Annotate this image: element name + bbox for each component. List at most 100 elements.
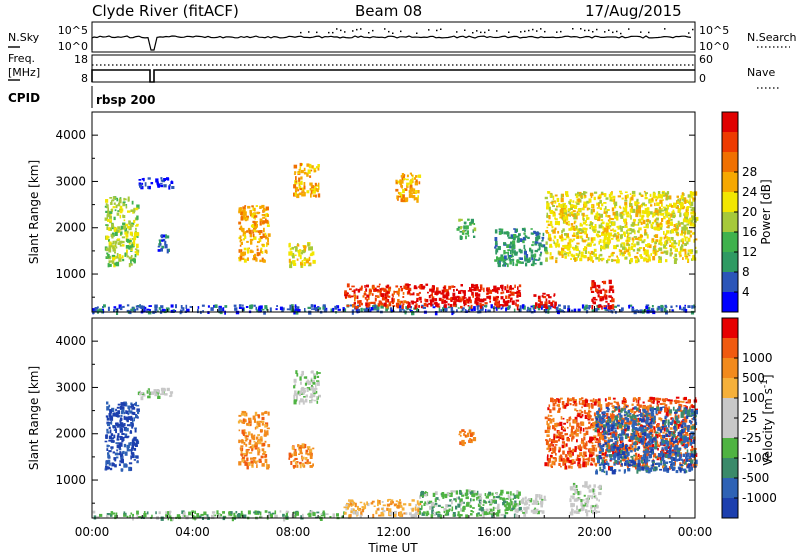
echo-cell [241, 242, 243, 245]
echo-cell [571, 223, 574, 226]
nsearch-point [336, 28, 338, 30]
echo-cell [607, 215, 610, 218]
echo-cell [122, 236, 125, 238]
echo-cell [388, 508, 391, 512]
echo-cell [551, 466, 553, 468]
echo-cell [593, 244, 595, 246]
echo-cell [502, 289, 504, 291]
echo-cell [437, 514, 439, 516]
echo-cell [548, 191, 550, 194]
echo-cell [344, 290, 347, 294]
echo-cell [688, 250, 691, 252]
echo-cell [115, 409, 117, 412]
echo-cell [128, 416, 130, 420]
echo-cell [576, 203, 579, 205]
echo-cell [390, 287, 392, 290]
nsearch-trace [300, 28, 694, 34]
echo-cell [632, 191, 636, 194]
echo-cell [239, 249, 241, 253]
echo-cell [506, 244, 509, 248]
echo-cell [251, 465, 253, 467]
echo-cell [671, 242, 674, 246]
echo-cell [368, 303, 371, 306]
echo-cell [453, 301, 456, 305]
echo-cell [653, 193, 656, 195]
echo-cell [107, 455, 110, 458]
echo-cell [372, 514, 374, 518]
echo-cell [449, 494, 451, 496]
echo-cell [532, 261, 535, 265]
echo-cell [111, 448, 113, 450]
echo-cell [690, 212, 693, 215]
echo-cell [599, 298, 602, 302]
echo-cell [115, 414, 117, 417]
echo-cell [249, 442, 252, 445]
echo-cell [678, 240, 680, 244]
echo-cell [512, 262, 514, 266]
echo-cell [473, 236, 475, 238]
echo-cell [516, 300, 520, 302]
echo-cell [686, 402, 688, 404]
echo-cell [554, 217, 556, 219]
echo-cell [126, 436, 128, 438]
echo-cell [436, 303, 439, 306]
echo-cell [585, 465, 587, 467]
nsearch-point [648, 32, 650, 34]
echo-cell [584, 231, 587, 234]
echo-cell [300, 163, 302, 166]
echo-cell [431, 502, 434, 506]
echo-cell [549, 238, 552, 242]
echo-cell [555, 208, 558, 210]
echo-cell [588, 251, 590, 254]
echo-cell [458, 298, 460, 302]
echo-cell [477, 512, 480, 514]
echo-cell [107, 445, 109, 448]
echo-cell [307, 388, 309, 392]
echo-cell [374, 302, 376, 305]
nsearch-point [596, 29, 598, 31]
echo-cell [311, 185, 313, 188]
echo-cell [398, 288, 400, 291]
echo-cell [598, 440, 601, 442]
echo-cell [531, 254, 534, 257]
echo-cell [684, 197, 686, 199]
echo-cell [493, 286, 496, 290]
echo-cell [553, 213, 556, 216]
echo-cell [610, 192, 613, 196]
echo-cell [258, 306, 262, 309]
nsearch-point [556, 31, 558, 33]
echo-cell [289, 264, 292, 268]
echo-cell [117, 238, 120, 240]
count-tick-top-left: 10^5 [58, 24, 88, 37]
freq-tick-top: 18 [74, 53, 88, 66]
echo-cell [662, 210, 664, 212]
echo-cell [682, 242, 684, 245]
echo-cell [145, 182, 147, 186]
echo-cell [510, 501, 512, 505]
echo-cell [135, 254, 137, 257]
echo-cell [133, 407, 136, 410]
echo-cell [238, 461, 241, 465]
echo-cell [158, 246, 161, 248]
echo-cell [241, 217, 244, 221]
echo-cell [462, 510, 465, 512]
nsearch-point [356, 29, 358, 31]
echo-cell [553, 418, 555, 422]
echo-cell [304, 444, 306, 448]
echo-cell [316, 396, 318, 399]
echo-cell [395, 189, 398, 192]
echo-cell [481, 287, 483, 290]
echo-cell [662, 432, 664, 434]
echo-cell [135, 428, 137, 432]
echo-cell [116, 205, 118, 209]
echo-cell [602, 453, 604, 456]
echo-cell [239, 307, 242, 309]
echo-cell [132, 517, 134, 521]
echo-cell [117, 410, 120, 414]
echo-cell [584, 307, 587, 311]
echo-cell [630, 209, 633, 213]
echo-cell [424, 492, 426, 494]
echo-cell [650, 397, 653, 400]
echo-cell [546, 232, 549, 234]
echo-cell [132, 514, 134, 516]
